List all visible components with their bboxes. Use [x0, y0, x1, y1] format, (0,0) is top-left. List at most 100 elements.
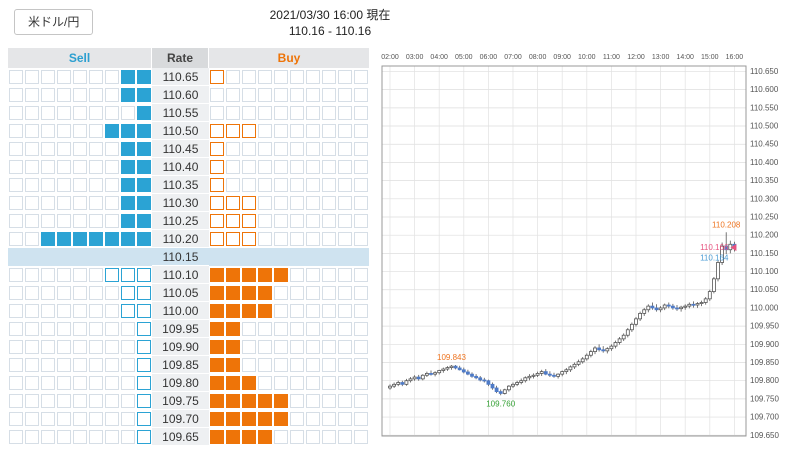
depth-cell-empty [9, 376, 23, 390]
candlestick-chart: 110.650 110.600 110.550 110.500 110.450 110.4… [381, 54, 779, 440]
sell-order-cell [137, 340, 151, 354]
sell-quantity-cell [121, 88, 135, 102]
depth-cell-empty [274, 376, 288, 390]
depth-cell-empty [89, 358, 103, 372]
depth-cell-empty [9, 124, 23, 138]
depth-cell-empty [121, 340, 135, 354]
buy-depth-zone [209, 248, 369, 266]
depth-rate-cell[interactable]: 110.55 [152, 104, 209, 122]
depth-rate-cell[interactable]: 110.00 [152, 302, 209, 320]
depth-rate-cell[interactable]: 109.70 [152, 410, 209, 428]
depth-cell-empty [354, 430, 368, 444]
depth-cell-empty [306, 70, 320, 84]
depth-rate-cell[interactable]: 110.50 [152, 122, 209, 140]
depth-cell-empty [322, 106, 336, 120]
currency-pair-button[interactable]: 米ドル/円 [14, 9, 94, 35]
candle-down [416, 376, 421, 380]
depth-rate-cell[interactable]: 109.75 [152, 392, 209, 410]
depth-cell-empty [290, 196, 304, 210]
depth-rate-cell[interactable]: 110.45 [152, 140, 209, 158]
depth-cell-empty [274, 178, 288, 192]
candle-down [490, 383, 495, 389]
sell-quantity-cell [137, 214, 151, 228]
buy-quantity-cell [226, 268, 240, 282]
depth-cell-empty [306, 430, 320, 444]
depth-cell-empty [322, 124, 336, 138]
candle-up [519, 380, 524, 383]
depth-rate-cell[interactable]: 110.60 [152, 86, 209, 104]
depth-row: 110.10 [8, 266, 369, 284]
depth-rate-cell[interactable]: 110.35 [152, 176, 209, 194]
depth-cell-empty [322, 376, 336, 390]
candle-up [707, 291, 712, 300]
depth-cell-empty [322, 70, 336, 84]
depth-cell-empty [258, 70, 272, 84]
sell-order-cell [121, 304, 135, 318]
candle-down [601, 349, 606, 352]
depth-rows: 110.65 110.60 110.55 110.50 110.45 110.40 110.… [8, 68, 369, 446]
depth-cell-empty [9, 322, 23, 336]
depth-cell-empty [354, 70, 368, 84]
depth-rate-cell[interactable]: 110.15 [152, 248, 209, 266]
buy-depth-zone [209, 68, 369, 86]
depth-cell-empty [105, 394, 119, 408]
depth-cell-empty [73, 124, 87, 138]
depth-cell-empty [25, 106, 39, 120]
depth-cell-empty [338, 322, 352, 336]
price-axis-label: 110.450 [750, 140, 779, 149]
buy-quantity-cell [226, 430, 240, 444]
depth-cell-empty [41, 430, 55, 444]
depth-rate-cell[interactable]: 109.85 [152, 356, 209, 374]
depth-cell-empty [306, 196, 320, 210]
depth-cell-empty [338, 304, 352, 318]
candle-up [560, 371, 565, 375]
depth-rate-cell[interactable]: 109.65 [152, 428, 209, 446]
depth-cell-empty [338, 268, 352, 282]
depth-rate-cell[interactable]: 110.05 [152, 284, 209, 302]
depth-rate-cell[interactable]: 110.20 [152, 230, 209, 248]
depth-cell-empty [25, 70, 39, 84]
candle-up [412, 376, 417, 380]
candle-up [531, 374, 536, 377]
depth-cell-empty [73, 268, 87, 282]
depth-rate-cell[interactable]: 110.65 [152, 68, 209, 86]
depth-row: 109.80 [8, 374, 369, 392]
depth-cell-empty [306, 106, 320, 120]
depth-cell-empty [41, 70, 55, 84]
depth-row: 110.05 [8, 284, 369, 302]
sell-depth-zone [8, 230, 152, 248]
sell-depth-zone [8, 302, 152, 320]
depth-cell-empty [105, 358, 119, 372]
depth-rate-cell[interactable]: 109.80 [152, 374, 209, 392]
sell-order-cell [137, 322, 151, 336]
price-axis-label: 110.500 [750, 122, 779, 131]
depth-cell-empty [73, 160, 87, 174]
quote-bid-ask: 110.16 - 110.16 [288, 24, 372, 38]
depth-cell-empty [105, 340, 119, 354]
depth-cell-empty [105, 142, 119, 156]
depth-cell-empty [210, 250, 224, 264]
buy-quantity-cell [274, 412, 288, 426]
depth-rate-cell[interactable]: 110.10 [152, 266, 209, 284]
depth-cell-empty [354, 124, 368, 138]
depth-rate-cell[interactable]: 109.95 [152, 320, 209, 338]
depth-cell-empty [242, 160, 256, 174]
depth-rate-cell[interactable]: 109.90 [152, 338, 209, 356]
depth-cell-empty [9, 268, 23, 282]
depth-cell-empty [306, 142, 320, 156]
depth-cell-empty [41, 304, 55, 318]
depth-cell-empty [89, 88, 103, 102]
depth-cell-empty [105, 196, 119, 210]
depth-rate-cell[interactable]: 110.30 [152, 194, 209, 212]
depth-rate-cell[interactable]: 110.40 [152, 158, 209, 176]
depth-cell-empty [226, 106, 240, 120]
depth-cell-empty [338, 178, 352, 192]
candle-down [461, 369, 466, 373]
depth-cell-empty [9, 394, 23, 408]
depth-cell-empty [57, 88, 71, 102]
depth-rate-cell[interactable]: 110.25 [152, 212, 209, 230]
depth-cell-empty [354, 160, 368, 174]
depth-cell-empty [306, 178, 320, 192]
buy-order-cell [210, 70, 224, 84]
